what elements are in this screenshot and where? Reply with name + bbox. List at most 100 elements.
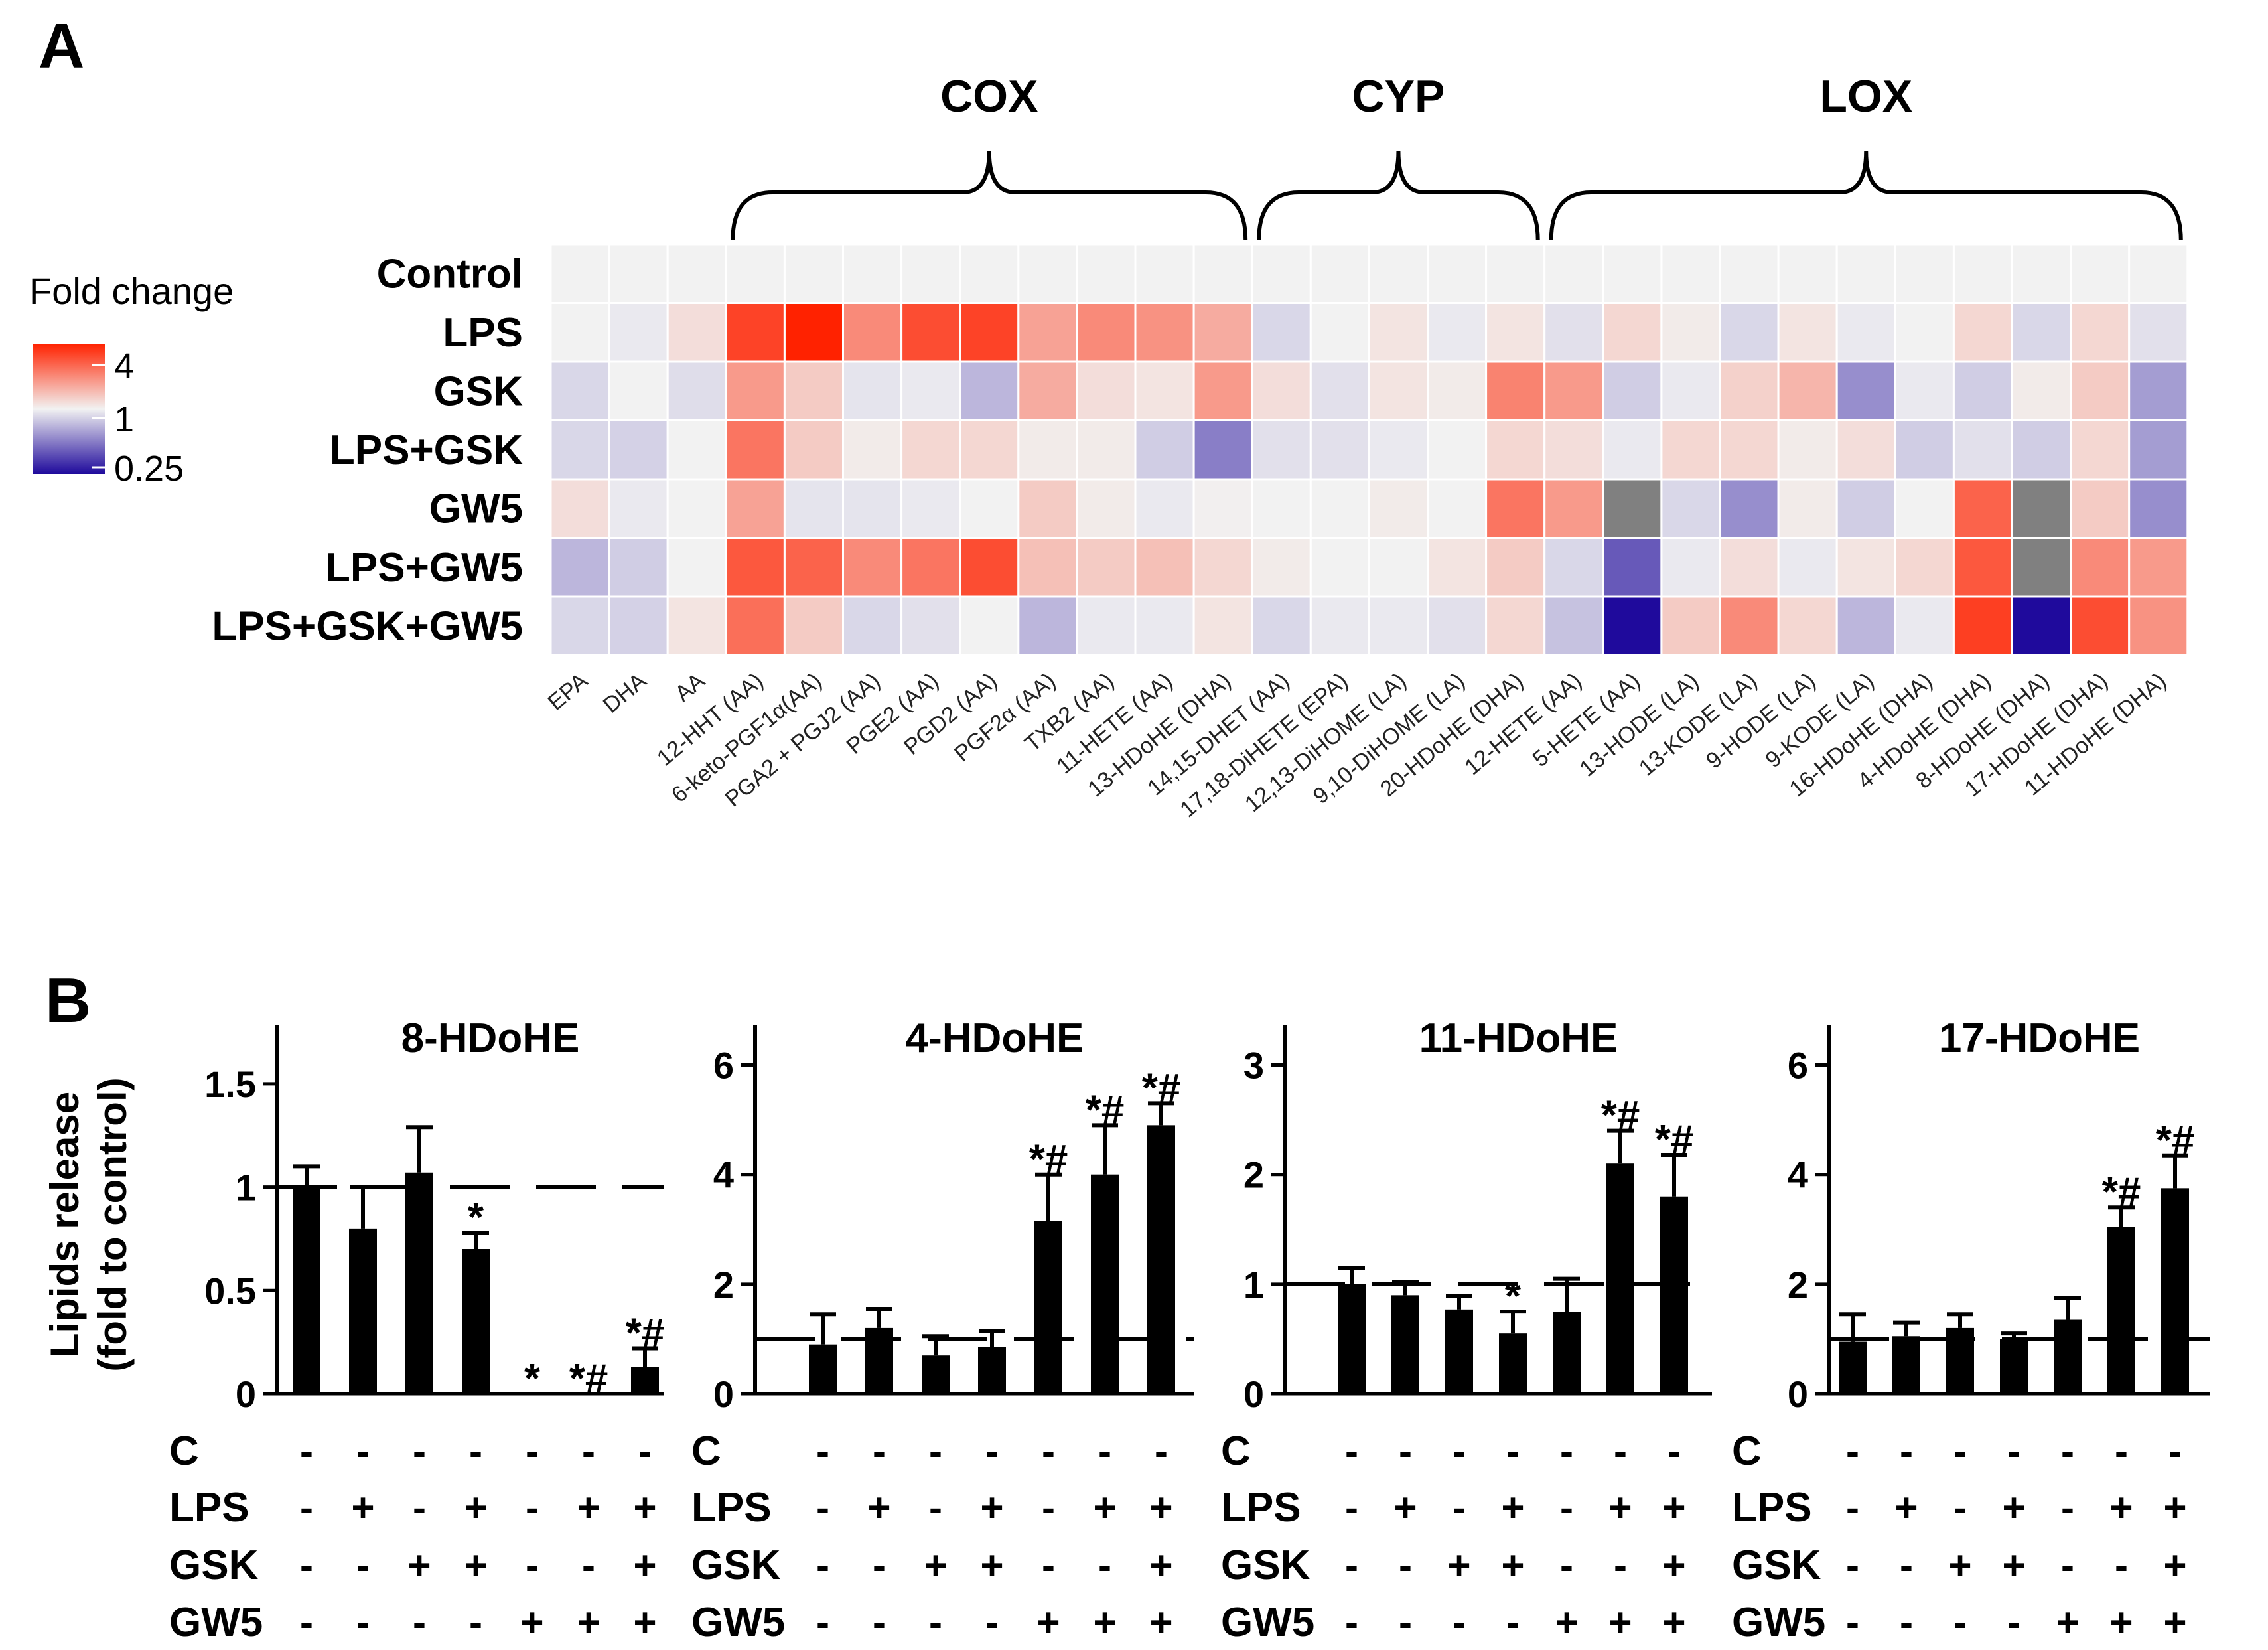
heatmap-cell: [1835, 537, 1896, 598]
heatmap-cell: [1660, 360, 1721, 421]
heatmap-cell: [1368, 419, 1429, 481]
heatmap-cell: [666, 419, 727, 481]
condition-symbol: -: [1042, 1485, 1055, 1530]
group-label: CYP: [1352, 71, 1445, 121]
condition-label: GSK: [691, 1542, 781, 1588]
condition-symbol: +: [351, 1485, 374, 1530]
heatmap-cell: [900, 595, 961, 656]
heatmap-cell: [1602, 478, 1663, 539]
condition-label: GSK: [1732, 1542, 1821, 1588]
heatmap-cell: [1192, 360, 1253, 421]
heatmap-column-label: EPA: [543, 668, 593, 715]
significance-marker: *#: [1086, 1087, 1125, 1133]
condition-symbol: -: [2061, 1429, 2074, 1473]
condition-symbol: +: [520, 1600, 543, 1645]
condition-symbol: +: [867, 1485, 890, 1530]
condition-symbol: -: [1399, 1600, 1412, 1645]
heatmap-cell: [1660, 243, 1721, 304]
heatmap-cell: [2070, 419, 2131, 481]
condition-symbol: -: [1506, 1600, 1520, 1645]
condition-symbol: -: [1900, 1543, 1913, 1588]
condition-symbol: -: [1042, 1543, 1055, 1588]
condition-symbol: -: [1953, 1600, 1967, 1645]
heatmap-cell: [1543, 478, 1604, 539]
heatmap-cell: [1368, 478, 1429, 539]
condition-symbol: -: [1453, 1600, 1466, 1645]
heatmap-cell: [1134, 595, 1195, 656]
bar: [1839, 1341, 1867, 1394]
condition-symbol: -: [2061, 1543, 2074, 1588]
heatmap-cell: [1427, 595, 1488, 656]
heatmap-cell: [1777, 537, 1838, 598]
heatmap-cell: [1660, 595, 1721, 656]
heatmap-cell: [725, 478, 786, 539]
condition-label: C: [691, 1428, 721, 1474]
condition-symbol: -: [929, 1600, 942, 1645]
condition-symbol: +: [464, 1543, 487, 1588]
bar: [1034, 1221, 1062, 1394]
condition-symbol: -: [2007, 1429, 2020, 1473]
heatmap-cell: [2070, 243, 2131, 304]
condition-symbol: +: [577, 1600, 600, 1645]
bar: [1499, 1333, 1527, 1394]
bar-chart-title: 4-HDoHE: [906, 1015, 1084, 1061]
heatmap-cell: [725, 595, 786, 656]
condition-label: LPS: [169, 1485, 249, 1531]
heatmap-cell: [549, 360, 610, 421]
heatmap-cell: [1719, 595, 1780, 656]
bar-chart-8-HDoHE: 00.511.58-HDoHE** *#*#C - - - - - - -LPS - + - + - + +G…: [42, 1015, 664, 1645]
y-tick-label: 1: [236, 1167, 256, 1209]
heatmap-cell: [2011, 243, 2072, 304]
condition-symbol: +: [1662, 1543, 1685, 1588]
heatmap-cell: [1777, 419, 1838, 481]
legend-tick-label: 4: [114, 346, 134, 386]
heatmap-cell: [2128, 302, 2189, 363]
bar: [1946, 1327, 1974, 1394]
heatmap-cell: [2011, 360, 2072, 421]
heatmap-cell: [1894, 360, 1955, 421]
heatmap-cell: [1777, 478, 1838, 539]
heatmap-cell: [1192, 478, 1253, 539]
legend-gradient-bar: [33, 344, 105, 474]
heatmap-cell: [2011, 478, 2072, 539]
heatmap-row-label: GSK: [434, 368, 524, 414]
condition-symbol: -: [1560, 1543, 1573, 1588]
heatmap-cell: [1485, 419, 1546, 481]
heatmap-cell: [2011, 595, 2072, 656]
condition-symbol: -: [1614, 1429, 1627, 1473]
condition-symbol: -: [985, 1429, 999, 1473]
bar: [1892, 1336, 1920, 1394]
legend-tick-label: 0.25: [114, 449, 184, 488]
heatmap-cell: [842, 302, 903, 363]
significance-marker: *#: [1142, 1065, 1181, 1111]
heatmap-cell: [1134, 478, 1195, 539]
heatmap-row-label: Control: [377, 251, 523, 297]
condition-symbol: -: [1345, 1600, 1358, 1645]
legend-title: Fold change: [29, 270, 234, 312]
y-tick-label: 2: [1788, 1264, 1808, 1306]
panel-b-label: B: [45, 965, 91, 1036]
panel-a-label: A: [38, 11, 84, 82]
condition-symbol: +: [980, 1543, 1003, 1588]
condition-symbol: -: [2115, 1429, 2128, 1473]
condition-symbol: -: [1098, 1543, 1111, 1588]
condition-symbol: -: [2168, 1429, 2182, 1473]
condition-symbol: -: [985, 1600, 999, 1645]
condition-symbol: +: [2163, 1543, 2186, 1588]
heatmap-cell: [608, 302, 669, 363]
condition-symbol: -: [469, 1429, 482, 1473]
heatmap-cell: [549, 537, 610, 598]
heatmap-column-label: AA: [670, 668, 709, 706]
heatmap-cell: [1368, 302, 1429, 363]
heatmap-cell: [783, 419, 845, 481]
condition-symbol: -: [582, 1543, 595, 1588]
heatmap-cell: [1192, 419, 1253, 481]
heatmap-cell: [2128, 537, 2189, 598]
condition-symbol: -: [300, 1485, 313, 1530]
heatmap-cell: [1777, 243, 1838, 304]
heatmap-cell: [783, 537, 845, 598]
heatmap-cell: [1251, 478, 1312, 539]
heatmap-cell: [1777, 595, 1838, 656]
significance-marker: *: [468, 1195, 484, 1240]
heatmap-cell: [1894, 595, 1955, 656]
